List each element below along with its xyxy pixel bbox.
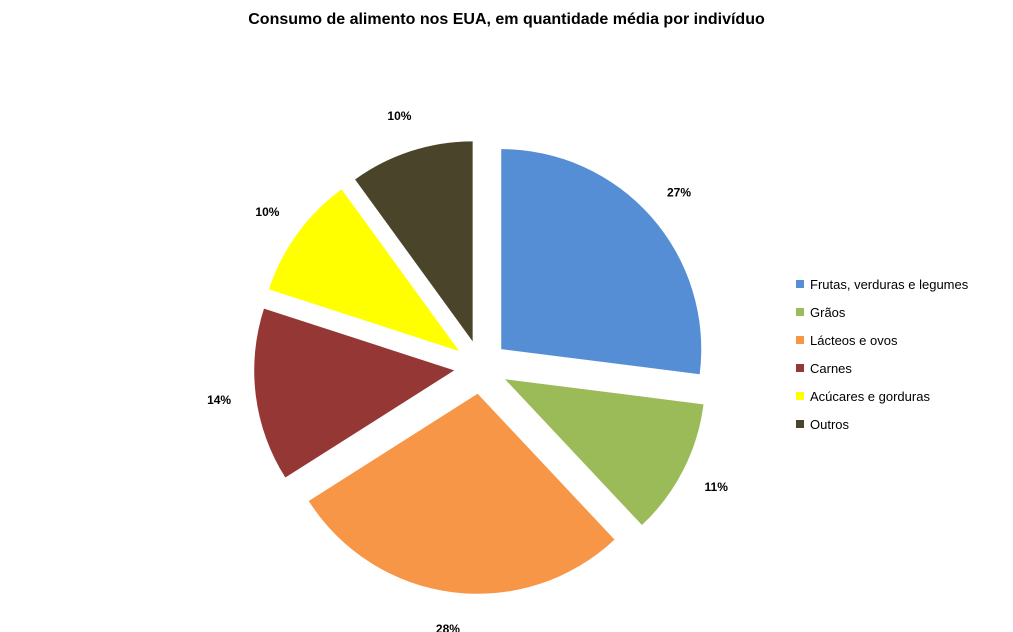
pie-slice-2: [308, 393, 615, 594]
slice-label-5: 10%: [387, 109, 411, 123]
legend-item-5: Outros: [796, 410, 968, 438]
legend-item-0: Frutas, verduras e legumes: [796, 270, 968, 298]
slice-label-4: 10%: [255, 205, 279, 219]
pie-slice-5: [355, 141, 473, 342]
pie-slice-3: [254, 308, 455, 478]
legend-swatch: [796, 392, 804, 400]
legend-label: Lácteos e ovos: [810, 332, 898, 348]
pie-slice-1: [505, 379, 704, 526]
chart-title: Consumo de alimento nos EUA, em quantida…: [248, 11, 765, 28]
pie-slice-0: [501, 149, 702, 375]
chart-legend: Frutas, verduras e legumes Grãos Lácteos e…: [796, 270, 968, 438]
legend-label: Frutas, verduras e legumes: [810, 276, 969, 292]
legend-item-1: Grãos: [796, 298, 968, 326]
legend-label: Carnes: [810, 360, 852, 376]
legend-swatch: [796, 364, 804, 372]
legend-item-3: Carnes: [796, 354, 968, 382]
slice-label-2: 28%: [436, 622, 460, 632]
legend-item-2: Lácteos e ovos: [796, 326, 968, 354]
slice-label-1: 11%: [705, 480, 729, 494]
legend-item-4: Acúcares e gorduras: [796, 382, 968, 410]
legend-swatch: [796, 280, 804, 288]
pie-slice-4: [268, 189, 460, 352]
slice-label-0: 27%: [667, 185, 691, 199]
legend-label: Outros: [810, 416, 850, 432]
legend-swatch: [796, 336, 804, 344]
legend-swatch: [796, 420, 804, 428]
legend-label: Grãos: [810, 304, 846, 320]
slice-label-3: 14%: [207, 393, 231, 407]
legend-label: Acúcares e gorduras: [810, 388, 930, 404]
legend-swatch: [796, 308, 804, 316]
